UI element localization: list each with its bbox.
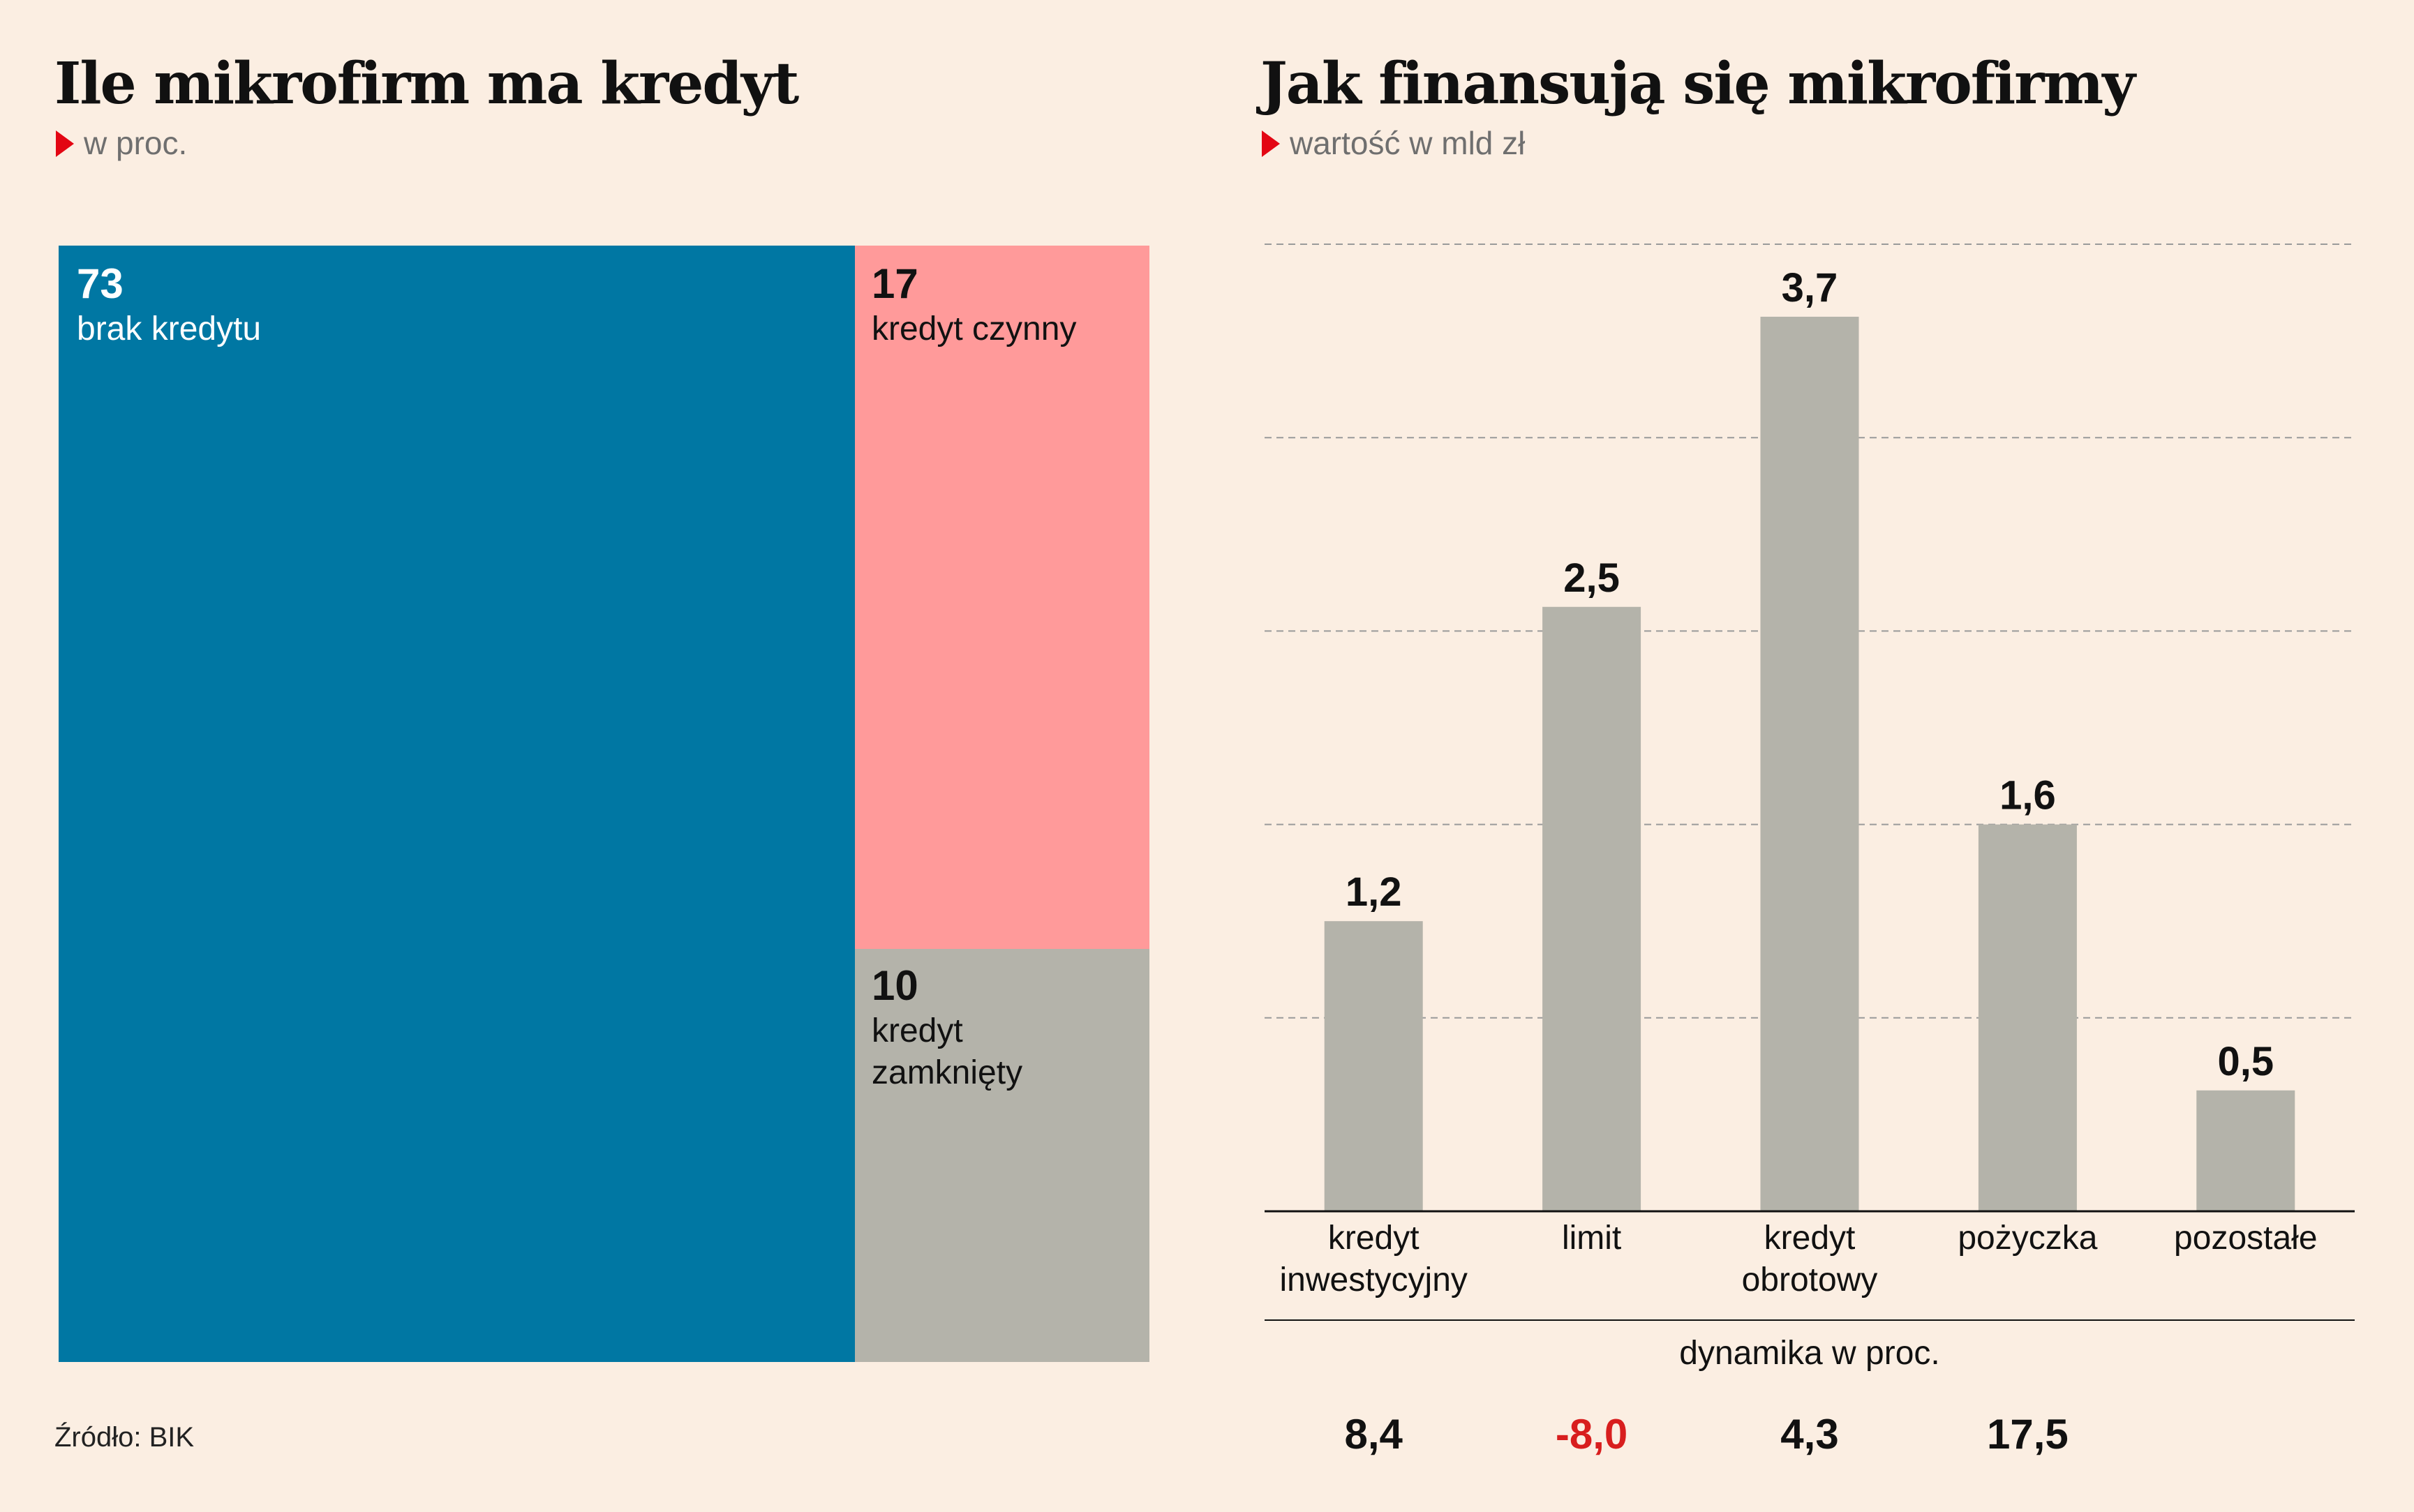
dynamics-value-0: 8,4: [1344, 1411, 1403, 1458]
bar-1: [1542, 606, 1641, 1211]
category-label-2-1: obrotowy: [1742, 1262, 1878, 1298]
category-label-1-0: limit: [1562, 1220, 1621, 1257]
bar-value-label-3: 1,6: [1999, 773, 2056, 818]
category-label-0-1: inwestycyjny: [1279, 1262, 1467, 1298]
right-subtitle-text: wartość w mld zł: [1290, 125, 1526, 161]
bar-value-label-4: 0,5: [2217, 1039, 2274, 1084]
red-triangle-icon: [1262, 130, 1280, 157]
bar-value-label-0: 1,2: [1346, 869, 1402, 915]
treemap-cell-brak-kredytu: 73 brak kredytu: [59, 246, 855, 1362]
bar-2: [1760, 316, 1859, 1212]
left-chart-title: Ile mikrofirm ma kredyt: [54, 50, 799, 117]
treemap-label-kredyt-zamkniety-line2: zamknięty: [872, 1054, 1023, 1091]
bar-4: [2196, 1090, 2295, 1211]
treemap-label-kredyt-zamkniety-line1: kredyt: [872, 1012, 963, 1049]
dynamics-value-1: -8,0: [1556, 1411, 1627, 1458]
category-label-4-0: pozostałe: [2174, 1220, 2317, 1257]
treemap-value-brak-kredytu: 73: [77, 260, 124, 307]
category-label-0-0: kredyt: [1328, 1220, 1420, 1257]
category-label-3-0: pożyczka: [1958, 1220, 2097, 1257]
treemap-label-kredyt-czynny: kredyt czynny: [872, 310, 1077, 347]
bar-value-label-2: 3,7: [1782, 265, 1838, 310]
dynamics-label: dynamika w proc.: [1679, 1335, 1939, 1372]
source-note: Źródło: BIK: [54, 1422, 195, 1453]
dynamics-value-2: 4,3: [1780, 1411, 1838, 1458]
left-subtitle-text: w proc.: [84, 125, 188, 161]
bar-value-label-1: 2,5: [1563, 555, 1620, 601]
bar-0: [1324, 921, 1423, 1211]
treemap-value-kredyt-czynny: 17: [872, 260, 918, 307]
dynamics-value-3: 17,5: [1987, 1411, 2069, 1458]
category-label-2-0: kredyt: [1764, 1220, 1856, 1257]
right-chart-title: Jak finansują się mikrofirmy: [1260, 50, 2136, 117]
treemap-cell-kredyt-zamkniety: 10 kredyt zamknięty: [855, 949, 1149, 1362]
bar-3: [1978, 824, 2077, 1211]
treemap-value-kredyt-zamkniety: 10: [872, 962, 918, 1009]
treemap-cell-kredyt-czynny: 17 kredyt czynny: [855, 246, 1149, 949]
treemap-label-brak-kredytu: brak kredytu: [77, 310, 262, 347]
right-chart-subtitle: wartość w mld zł: [1262, 124, 1525, 162]
red-triangle-icon: [56, 130, 74, 157]
left-chart-subtitle: w proc.: [56, 124, 187, 162]
